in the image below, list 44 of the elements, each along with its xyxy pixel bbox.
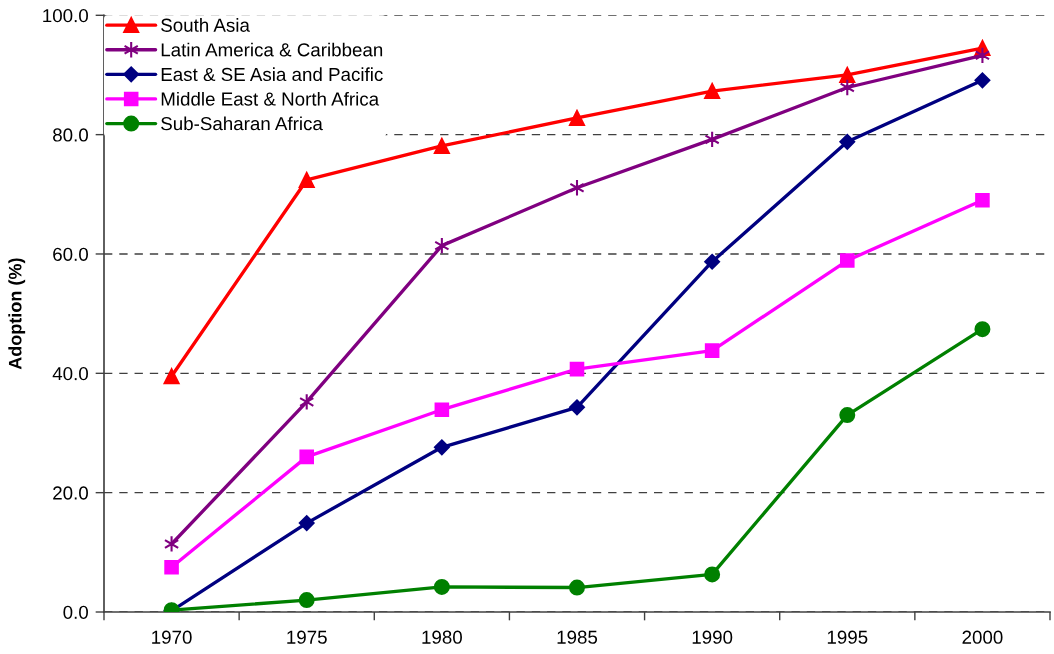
point — [974, 321, 991, 338]
point — [704, 566, 721, 583]
legend-label: South Asia — [161, 18, 250, 32]
point — [839, 133, 856, 150]
point — [569, 399, 585, 416]
x-tick-label: 1985 — [557, 630, 598, 644]
point — [298, 172, 315, 188]
point — [975, 192, 990, 208]
point — [433, 578, 450, 595]
x-tick-label: 1970 — [152, 630, 192, 644]
y-tick-label: 60.0 — [53, 247, 88, 261]
point — [433, 137, 450, 154]
y-tick-label: 100.0 — [43, 9, 88, 23]
point — [569, 109, 585, 126]
x-tick-label: 1995 — [827, 630, 868, 644]
point — [164, 559, 179, 575]
point — [839, 407, 856, 424]
point — [163, 368, 180, 385]
point — [839, 66, 856, 83]
point — [433, 439, 450, 456]
legend-label: Sub-Saharan Africa — [161, 116, 323, 131]
point — [434, 402, 450, 418]
point — [298, 515, 315, 532]
point — [569, 361, 585, 377]
y-axis-title: Adoption (%) — [8, 258, 26, 370]
y-tick-label: 20.0 — [53, 486, 88, 500]
point — [974, 72, 991, 89]
point — [704, 83, 721, 100]
x-tick-label: 1990 — [692, 630, 733, 644]
x-tick-label: 1975 — [287, 630, 327, 644]
point — [299, 449, 314, 465]
legend-label: Latin America & Caribbean — [161, 42, 383, 57]
legend-label: Middle East & North Africa — [161, 91, 380, 106]
y-tick-label: 0.0 — [63, 605, 88, 619]
x-tick-label: 1980 — [422, 630, 462, 644]
legend-label: East & SE Asia and Pacific — [161, 67, 383, 82]
y-tick-label: 40.0 — [52, 367, 88, 381]
point — [840, 253, 855, 268]
point — [298, 592, 315, 609]
x-tick-label: 2000 — [962, 630, 1003, 644]
point — [704, 343, 720, 358]
point — [704, 253, 721, 270]
y-tick-label: 80.0 — [53, 128, 88, 142]
point — [569, 579, 585, 596]
